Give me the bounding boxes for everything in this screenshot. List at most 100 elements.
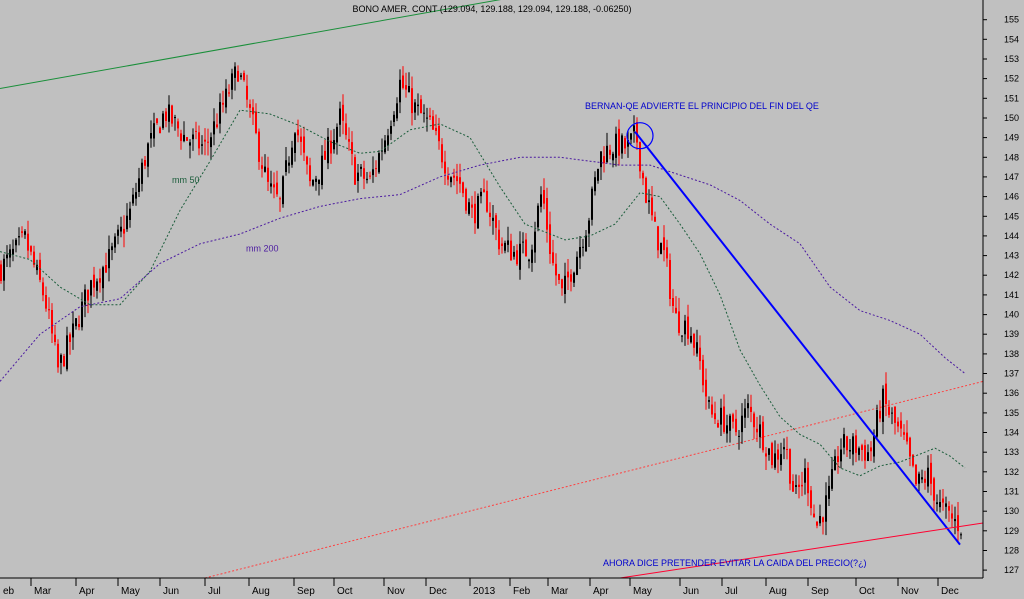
candle-body xyxy=(630,133,632,140)
candle-body xyxy=(573,272,575,283)
candle-body xyxy=(861,445,863,450)
candle-body xyxy=(843,434,845,448)
candle-body xyxy=(828,485,830,499)
candle-body xyxy=(495,215,497,228)
candle-body xyxy=(870,447,872,452)
candle-body xyxy=(42,282,44,296)
candle-body xyxy=(198,132,200,149)
y-tick-label: 151 xyxy=(1004,93,1019,103)
x-tick-label: Mar xyxy=(551,586,569,597)
candle-body xyxy=(405,85,407,90)
candle-body xyxy=(27,233,29,251)
candle-body xyxy=(657,226,659,251)
candle-body xyxy=(213,121,215,135)
candle-body xyxy=(297,129,299,136)
candle-body xyxy=(687,316,689,339)
candle-body xyxy=(930,462,932,484)
candle-body xyxy=(621,135,623,154)
candle-body xyxy=(192,134,194,140)
candle-body xyxy=(468,202,470,214)
candle-body xyxy=(228,92,230,94)
candle-body xyxy=(942,498,944,503)
candle-body xyxy=(177,121,179,129)
candle-body xyxy=(36,264,38,271)
candle-body xyxy=(207,141,209,143)
candle-body xyxy=(738,435,740,437)
y-tick-label: 133 xyxy=(1004,447,1019,457)
candle-body xyxy=(540,194,542,207)
candle-body xyxy=(879,410,881,419)
candle-body xyxy=(846,436,848,451)
candle-body xyxy=(915,464,917,485)
x-tick-label: Jun xyxy=(683,586,699,597)
candle-body xyxy=(180,133,182,141)
y-tick-label: 147 xyxy=(1004,172,1019,182)
candle-body xyxy=(702,359,704,386)
candle-body xyxy=(150,133,152,139)
candle-body xyxy=(834,456,836,471)
candle-body xyxy=(537,205,539,228)
y-tick-label: 140 xyxy=(1004,310,1019,320)
x-tick-label: Nov xyxy=(901,586,919,597)
x-tick-label: May xyxy=(121,586,140,597)
candle-body xyxy=(111,246,113,251)
candle-body xyxy=(624,138,626,149)
candle-body xyxy=(939,502,941,508)
candle-body xyxy=(93,274,95,288)
candle-body xyxy=(888,406,890,415)
candle-body xyxy=(288,162,290,166)
annotations: BERNAN-QE ADVIERTE EL PRINCIPIO DEL FIN … xyxy=(172,101,867,568)
mm50-line xyxy=(0,109,966,477)
candle-body xyxy=(924,478,926,483)
candle-body xyxy=(777,449,779,460)
candle-body xyxy=(144,160,146,166)
candle-body xyxy=(153,123,155,139)
y-tick-label: 128 xyxy=(1004,546,1019,556)
candle-body xyxy=(48,309,50,311)
candle-body xyxy=(267,167,269,182)
candle-body xyxy=(504,242,506,251)
annotation-label: AHORA DICE PRETENDER EVITAR LA CAIDA DEL… xyxy=(603,558,867,568)
candle-body xyxy=(480,191,482,197)
candle-body xyxy=(699,347,701,362)
candle-body xyxy=(105,265,107,273)
candle-body xyxy=(837,456,839,462)
candle-body xyxy=(681,335,683,337)
candles xyxy=(0,62,962,544)
candle-body xyxy=(357,172,359,181)
y-tick-label: 155 xyxy=(1004,15,1019,25)
y-tick-label: 131 xyxy=(1004,487,1019,497)
candle-body xyxy=(390,126,392,134)
candle-body xyxy=(324,150,326,160)
x-tick-label: Oct xyxy=(337,586,353,597)
candle-body xyxy=(429,115,431,117)
candle-body xyxy=(549,224,551,254)
support-line xyxy=(619,522,984,579)
candle-body xyxy=(858,448,860,455)
candle-body xyxy=(240,75,242,77)
candle-body xyxy=(9,249,11,258)
candle-body xyxy=(909,437,911,457)
candle-body xyxy=(315,178,317,182)
x-tick-label: Oct xyxy=(859,586,875,597)
candle-body xyxy=(441,144,443,163)
x-tick-label: 2013 xyxy=(473,586,496,597)
y-axis: 127 128 129 130 131 132 133 134 135 136 137 138 139 1… xyxy=(982,0,1019,578)
candle-body xyxy=(132,194,134,204)
candle-body xyxy=(732,414,734,422)
candle-body xyxy=(309,165,311,182)
candle-body xyxy=(807,467,809,494)
candle-body xyxy=(594,177,596,192)
candle-body xyxy=(690,335,692,343)
candle-body xyxy=(78,324,80,328)
candle-body xyxy=(864,445,866,461)
candle-body xyxy=(720,407,722,425)
candle-body xyxy=(252,107,254,115)
candle-body xyxy=(750,406,752,412)
y-tick-label: 138 xyxy=(1004,349,1019,359)
upper-trend-line xyxy=(0,0,501,89)
x-tick-label: Mar xyxy=(34,586,52,597)
x-axis: eb Mar Apr May Jun Jul Aug Sep Oct Nov Dec 2013 Feb M… xyxy=(0,577,983,597)
candle-body xyxy=(582,246,584,248)
y-tick-label: 154 xyxy=(1004,34,1019,44)
